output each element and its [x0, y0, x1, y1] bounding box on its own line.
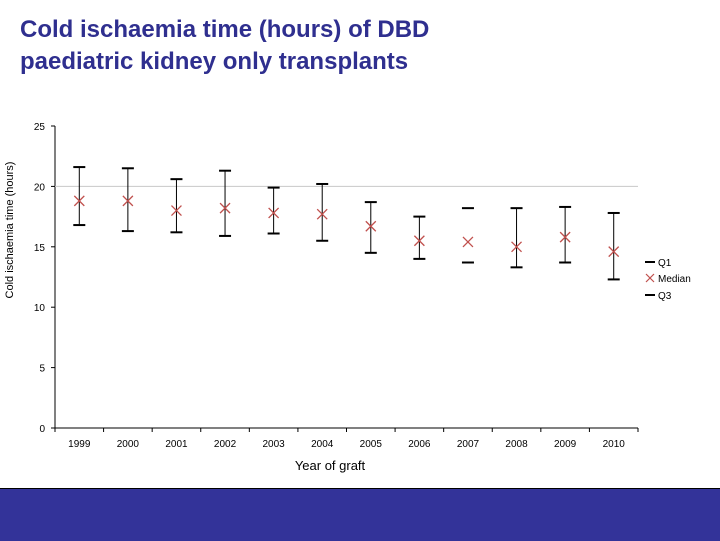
x-tick-label: 2008: [505, 439, 528, 450]
median-marker-stroke: [511, 241, 523, 253]
median-marker-stroke: [219, 202, 231, 214]
y-tick-label: 20: [34, 182, 46, 193]
median-marker: [413, 235, 425, 247]
legend-swatch-stroke: [645, 273, 655, 283]
y-ticks: 0 5 10 15 20 25: [34, 122, 55, 435]
median-marker-stroke: [608, 246, 620, 258]
x-tick-label: 2000: [117, 439, 140, 450]
median-marker-stroke: [559, 231, 571, 243]
x-axis-title: Year of graft: [295, 458, 366, 473]
median-marker: [511, 241, 523, 253]
median-marker: [170, 205, 182, 217]
median-marker-stroke: [365, 220, 377, 232]
chart: 0 5 10 15 20 25 1999 2000 2001 2002 2003 2004 2005 2…: [4, 122, 691, 473]
median-marker: [559, 231, 571, 243]
slide-title: Cold ischaemia time (hours) of DBD paedi…: [20, 14, 640, 78]
legend-label-q3: Q3: [658, 291, 672, 302]
median-marker: [73, 195, 85, 207]
legend-label-q1: Q1: [658, 258, 672, 269]
median-marker-stroke: [170, 205, 182, 217]
median-marker-stroke: [316, 208, 328, 220]
median-marker: [219, 202, 231, 214]
footer-bar: [0, 488, 720, 541]
x-tick-label: 2001: [165, 439, 188, 450]
x-tick-label: 1999: [68, 439, 91, 450]
legend-label-median: Median: [658, 274, 691, 285]
median-marker-stroke: [122, 195, 134, 207]
plot-area: 0 5 10 15 20 25 1999 2000 2001 2002 2003 2004 2005 2…: [34, 122, 639, 450]
median-marker: [316, 208, 328, 220]
legend: Q1 Median Q3: [645, 258, 691, 302]
median-marker-stroke: [268, 207, 280, 219]
median-marker: [268, 207, 280, 219]
y-tick-label: 0: [39, 424, 45, 435]
x-ticks: 1999 2000 2001 2002 2003 2004 2005 2006 2007 2008…: [54, 428, 639, 450]
median-marker-stroke: [73, 195, 85, 207]
x-tick-label: 2006: [408, 439, 431, 450]
legend-swatch-median: [645, 273, 655, 283]
median-marker-stroke: [462, 236, 474, 248]
slide-title-line-2: paediatric kidney only transplants: [20, 48, 409, 75]
y-tick-label: 10: [34, 303, 46, 314]
y-axis-title: Cold ischaemia time (hours): [4, 162, 16, 299]
median-marker: [462, 236, 474, 248]
x-tick-label: 2005: [360, 439, 383, 450]
x-tick-label: 2010: [603, 439, 626, 450]
x-tick-label: 2002: [214, 439, 237, 450]
median-marker: [608, 246, 620, 258]
x-tick-label: 2004: [311, 439, 334, 450]
x-tick-label: 2007: [457, 439, 480, 450]
median-marker-stroke: [413, 235, 425, 247]
data-marks: [73, 166, 620, 281]
slide-title-line-1: Cold ischaemia time (hours) of DBD: [20, 16, 430, 43]
median-marker: [122, 195, 134, 207]
y-tick-label: 25: [34, 122, 46, 133]
x-tick-label: 2003: [263, 439, 286, 450]
median-marker: [365, 220, 377, 232]
y-tick-label: 15: [34, 243, 46, 254]
y-tick-label: 5: [39, 364, 45, 375]
x-tick-label: 2009: [554, 439, 577, 450]
